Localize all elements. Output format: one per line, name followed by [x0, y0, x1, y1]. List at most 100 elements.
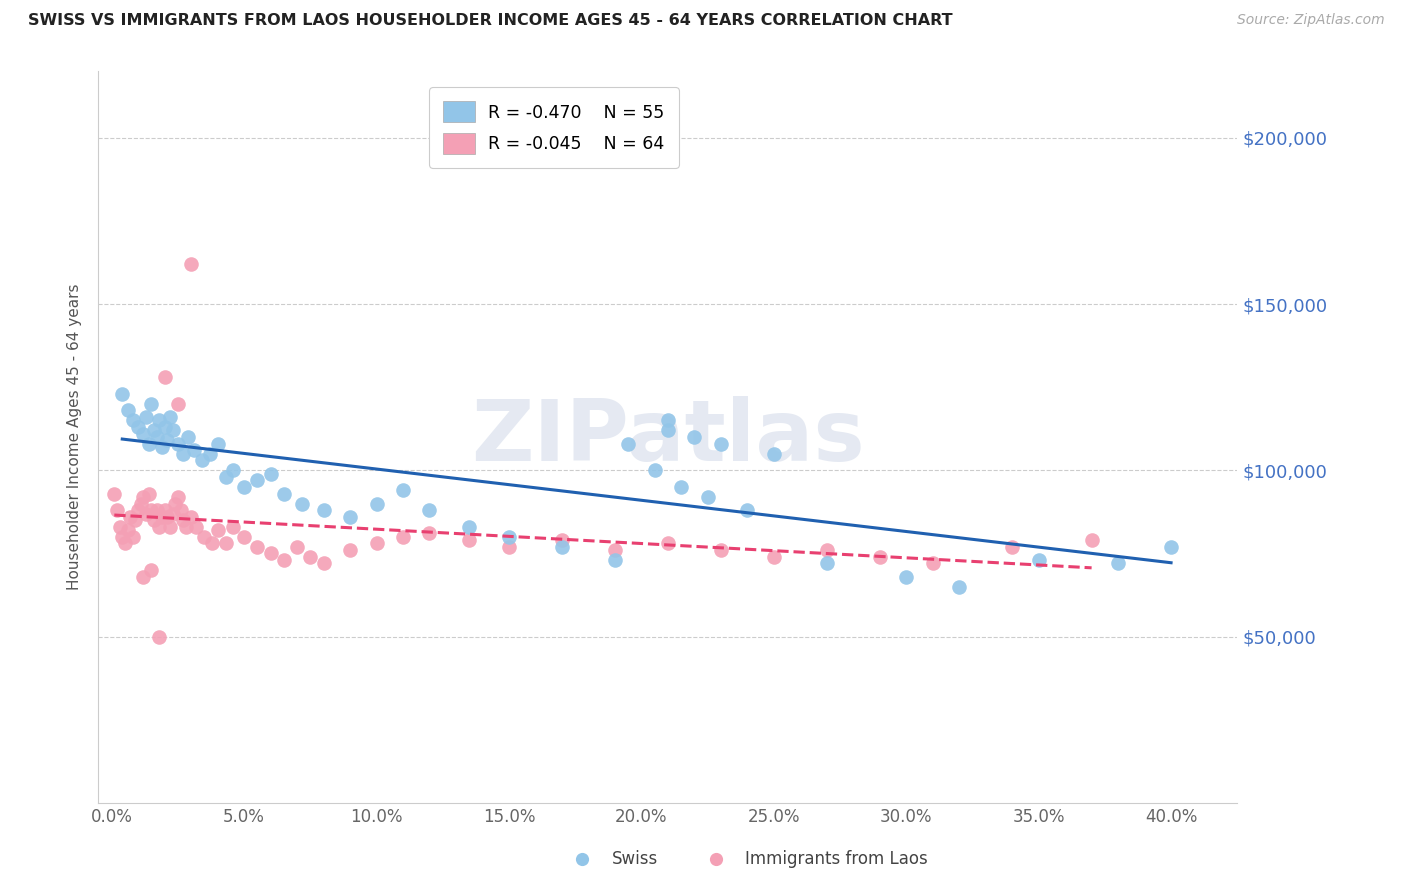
Point — [117, 403, 139, 417]
Point — [222, 520, 245, 534]
Point — [222, 463, 245, 477]
Point — [114, 536, 136, 550]
Point — [198, 447, 221, 461]
Point — [291, 497, 314, 511]
Point — [145, 430, 167, 444]
Point — [704, 852, 727, 866]
Point — [143, 424, 166, 438]
Point — [696, 490, 718, 504]
Point — [571, 852, 593, 866]
Point — [174, 520, 197, 534]
Point — [273, 486, 295, 500]
Point — [246, 540, 269, 554]
Point — [103, 486, 125, 500]
Point — [180, 509, 202, 524]
Point — [683, 430, 706, 444]
Point — [1080, 533, 1102, 548]
Point — [869, 549, 891, 564]
Point — [815, 557, 838, 571]
Point — [551, 540, 574, 554]
Point — [392, 530, 415, 544]
Point — [135, 410, 157, 425]
Point — [312, 557, 335, 571]
Point — [603, 543, 626, 558]
Point — [167, 436, 190, 450]
Point — [710, 436, 733, 450]
Point — [1028, 553, 1050, 567]
Point — [138, 436, 160, 450]
Point — [150, 509, 173, 524]
Point — [138, 486, 160, 500]
Point — [156, 434, 179, 448]
Point — [366, 497, 388, 511]
Point — [108, 520, 131, 534]
Point — [135, 507, 157, 521]
Point — [132, 426, 155, 441]
Point — [172, 447, 194, 461]
Point — [603, 553, 626, 567]
Point — [259, 467, 281, 481]
Point — [1001, 540, 1024, 554]
Point — [366, 536, 388, 550]
Point — [669, 480, 692, 494]
Point — [246, 473, 269, 487]
Point — [127, 503, 149, 517]
Point — [233, 530, 256, 544]
Point — [167, 490, 190, 504]
Point — [1107, 557, 1129, 571]
Point — [129, 497, 152, 511]
Text: Immigrants from Laos: Immigrants from Laos — [745, 850, 928, 868]
Point — [896, 570, 918, 584]
Point — [458, 533, 481, 548]
Point — [762, 549, 785, 564]
Point — [105, 503, 128, 517]
Point — [141, 503, 163, 517]
Point — [207, 523, 229, 537]
Point — [159, 410, 181, 425]
Point — [948, 580, 970, 594]
Point — [167, 397, 190, 411]
Point — [111, 387, 134, 401]
Point — [141, 563, 163, 577]
Point — [392, 483, 415, 498]
Point — [259, 546, 281, 560]
Point — [124, 513, 146, 527]
Text: Swiss: Swiss — [612, 850, 658, 868]
Point — [657, 424, 679, 438]
Point — [1160, 540, 1182, 554]
Point — [148, 413, 170, 427]
Point — [172, 513, 194, 527]
Point — [190, 453, 212, 467]
Point — [186, 520, 208, 534]
Point — [177, 430, 200, 444]
Point — [498, 530, 520, 544]
Point — [214, 536, 236, 550]
Point — [162, 507, 184, 521]
Point — [148, 520, 170, 534]
Point — [418, 526, 440, 541]
Point — [710, 543, 733, 558]
Legend: R = -0.470    N = 55, R = -0.045    N = 64: R = -0.470 N = 55, R = -0.045 N = 64 — [429, 87, 679, 168]
Point — [214, 470, 236, 484]
Point — [815, 543, 838, 558]
Point — [121, 530, 143, 544]
Point — [159, 520, 181, 534]
Point — [339, 509, 361, 524]
Point — [169, 503, 191, 517]
Point — [121, 413, 143, 427]
Y-axis label: Householder Income Ages 45 - 64 years: Householder Income Ages 45 - 64 years — [67, 284, 83, 591]
Point — [117, 523, 139, 537]
Point — [193, 530, 215, 544]
Point — [150, 440, 173, 454]
Text: ZIPatlas: ZIPatlas — [471, 395, 865, 479]
Point — [273, 553, 295, 567]
Point — [762, 447, 785, 461]
Point — [551, 533, 574, 548]
Point — [458, 520, 481, 534]
Point — [132, 490, 155, 504]
Point — [148, 630, 170, 644]
Point — [418, 503, 440, 517]
Point — [657, 536, 679, 550]
Point — [201, 536, 224, 550]
Text: SWISS VS IMMIGRANTS FROM LAOS HOUSEHOLDER INCOME AGES 45 - 64 YEARS CORRELATION : SWISS VS IMMIGRANTS FROM LAOS HOUSEHOLDE… — [28, 13, 953, 29]
